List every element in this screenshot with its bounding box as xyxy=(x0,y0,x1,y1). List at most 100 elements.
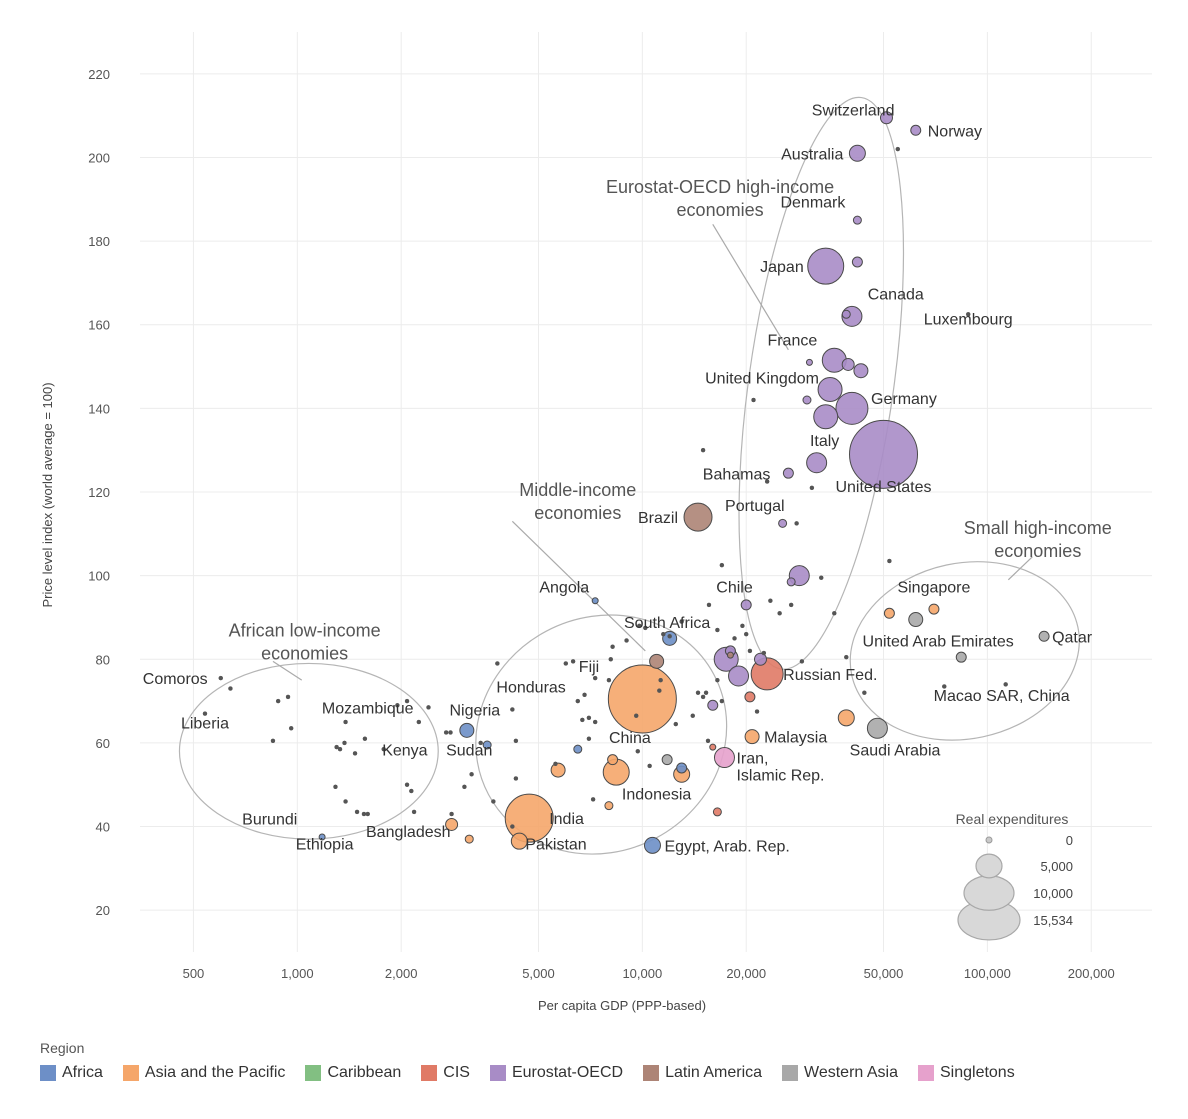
x-tick-label: 50,000 xyxy=(864,966,904,981)
data-point xyxy=(570,659,576,664)
data-point xyxy=(813,404,839,430)
country-label: Bangladesh xyxy=(366,824,451,841)
country-label: Fiji xyxy=(579,659,599,676)
data-point xyxy=(799,659,805,664)
data-point xyxy=(635,749,641,754)
data-point xyxy=(942,684,947,689)
data-point xyxy=(337,746,343,752)
legend-items: Africa Asia and the Pacific Caribbean CIS Eu… xyxy=(40,1064,1140,1082)
data-point xyxy=(553,761,558,767)
data-point xyxy=(782,467,794,479)
data-point xyxy=(580,717,585,723)
data-point xyxy=(794,521,799,526)
grid-lines xyxy=(140,32,1152,952)
data-point xyxy=(777,611,782,616)
data-point xyxy=(573,744,583,754)
data-point xyxy=(661,754,673,766)
data-point xyxy=(443,730,449,735)
country-label: Norway xyxy=(928,123,982,140)
data-point xyxy=(637,623,642,629)
country-label: Bahamas xyxy=(703,466,771,483)
country-label: Australia xyxy=(781,146,843,163)
data-point xyxy=(700,447,706,453)
x-axis-label: Per capita GDP (PPP-based) xyxy=(538,998,706,1013)
country-label: Brazil xyxy=(638,510,678,527)
legend-label: Singletons xyxy=(939,1064,1015,1081)
data-point xyxy=(592,675,598,681)
legend-item: Latin America xyxy=(643,1064,762,1082)
size-legend-circle xyxy=(975,853,1003,879)
data-point xyxy=(606,677,612,683)
y-tick-label: 60 xyxy=(96,736,110,751)
data-point xyxy=(510,832,528,850)
data-point xyxy=(805,358,813,366)
data-point xyxy=(788,602,794,608)
data-point xyxy=(510,707,515,712)
data-point xyxy=(202,711,208,716)
size-legend: Real expenditures 0 5,000 10,000 15,534 xyxy=(956,811,1073,941)
data-point xyxy=(703,690,709,695)
data-point xyxy=(673,721,679,727)
country-label: Egypt, Arab. Rep. xyxy=(664,838,789,855)
data-point xyxy=(910,124,922,136)
data-point xyxy=(426,705,431,710)
data-point xyxy=(844,654,849,660)
data-point xyxy=(928,603,940,615)
data-point xyxy=(841,357,855,371)
y-tick-label: 220 xyxy=(88,67,110,82)
country-label: United Arab Emirates xyxy=(863,634,1014,651)
data-point xyxy=(228,686,233,691)
legend-swatch xyxy=(421,1065,438,1081)
data-point xyxy=(809,485,815,491)
data-point xyxy=(768,598,773,603)
legend-item: Eurostat-OECD xyxy=(489,1064,623,1082)
legend-item: Asia and the Pacific xyxy=(122,1064,285,1082)
data-point xyxy=(491,799,496,804)
data-point xyxy=(510,824,515,829)
data-point xyxy=(582,692,587,698)
data-point xyxy=(676,762,688,774)
data-point xyxy=(955,651,967,663)
data-point xyxy=(495,661,500,666)
data-point xyxy=(1038,630,1050,642)
y-tick-label: 80 xyxy=(96,652,110,667)
data-point xyxy=(575,698,581,704)
data-point xyxy=(807,247,845,285)
data-point xyxy=(761,650,767,656)
data-point xyxy=(879,111,893,125)
size-legend-label: 10,000 xyxy=(1033,886,1073,901)
data-point xyxy=(705,738,711,744)
data-point xyxy=(848,144,866,162)
data-point xyxy=(462,784,467,790)
data-point xyxy=(744,729,760,745)
group-label: Eurostat-OECD high-income xyxy=(606,177,834,197)
country-label: Saudi Arabia xyxy=(850,742,941,759)
legend-item: Caribbean xyxy=(305,1064,401,1082)
data-point xyxy=(647,763,652,769)
group-label: economies xyxy=(994,541,1081,561)
data-point xyxy=(504,793,554,843)
data-point xyxy=(404,698,410,704)
country-label: Liberia xyxy=(181,715,229,732)
data-point xyxy=(513,776,519,781)
data-point xyxy=(624,638,629,643)
legend-swatch xyxy=(917,1065,934,1081)
data-point xyxy=(482,740,492,750)
legend-label: Caribbean xyxy=(327,1064,402,1081)
country-label: India xyxy=(549,811,584,828)
group-label: Middle-income xyxy=(519,480,636,500)
data-point xyxy=(709,743,717,751)
data-point xyxy=(821,347,847,373)
leader-line xyxy=(511,520,646,652)
data-point xyxy=(218,675,224,681)
data-point xyxy=(445,817,459,831)
data-point xyxy=(409,788,414,794)
data-point xyxy=(334,744,339,750)
data-point xyxy=(395,703,400,708)
data-point xyxy=(740,599,752,611)
data-point xyxy=(965,312,971,317)
data-points xyxy=(202,111,1050,854)
data-point xyxy=(754,709,760,714)
legend-swatch xyxy=(40,1065,56,1081)
size-legend-label: 5,000 xyxy=(1040,859,1073,874)
